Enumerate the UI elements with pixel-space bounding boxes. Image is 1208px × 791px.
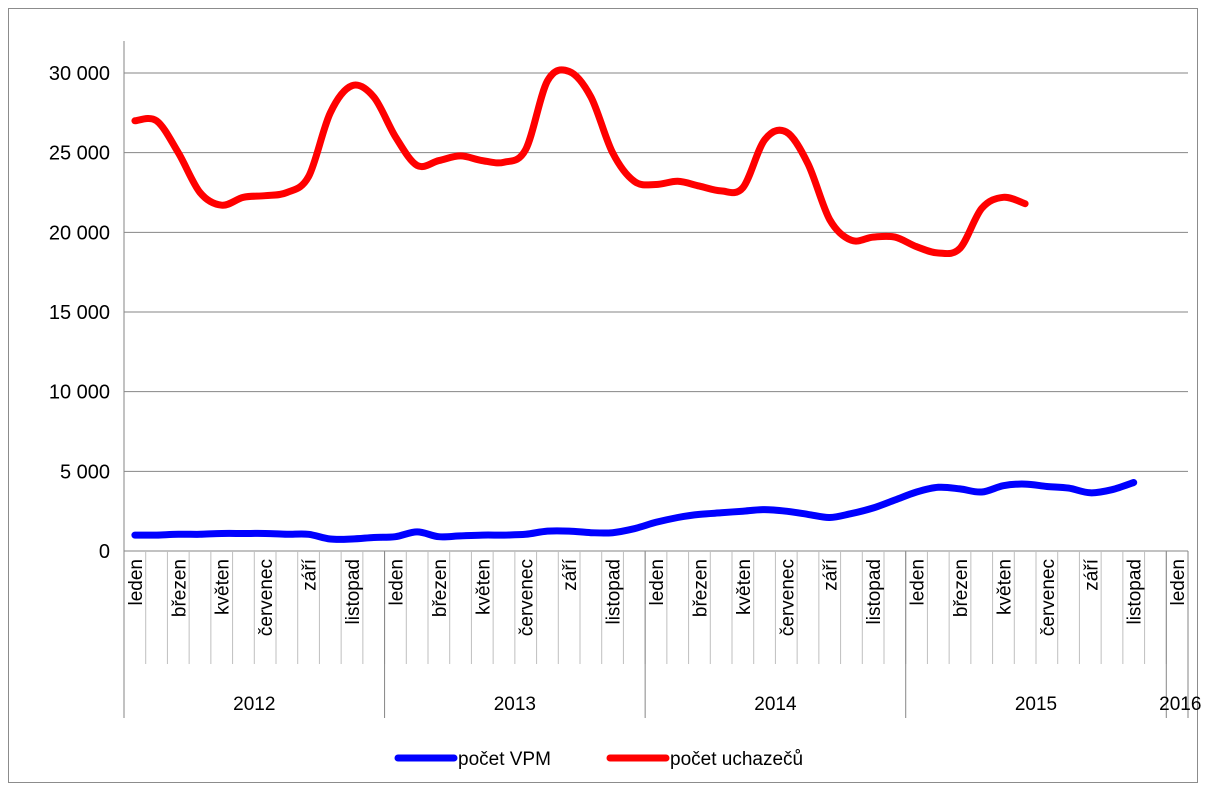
y-tick-label: 30 000 [49,63,110,85]
y-tick-label: 5 000 [60,461,110,483]
x-tick-label: červenec [517,559,538,636]
x-tick-label: leden [126,559,147,606]
series-lines [131,66,1138,543]
x-tick-label: březen [169,559,190,617]
x-tick-label: leden [647,559,668,606]
x-tick-label: červenec [777,559,798,636]
x-tick-label: březen [951,559,972,617]
x-tick-label: leden [908,559,929,606]
y-tick-label: 10 000 [49,382,110,404]
x-tick-label: květen [473,559,494,615]
x-tick-label: listopad [343,559,364,625]
year-label: 2012 [233,694,275,715]
y-tick-label: 25 000 [49,143,110,165]
x-tick-label: září [1081,558,1102,590]
x-tick-label: listopad [604,559,625,625]
x-tick-label: květen [994,559,1015,615]
legend-label: počet VPM [458,749,551,770]
x-tick-label: březen [430,559,451,617]
x-tick-label: červenec [1038,559,1059,636]
x-tick-label: květen [734,559,755,615]
x-tick-label: listopad [1125,559,1146,625]
x-tick-label: září [560,558,581,590]
year-label: 2014 [754,694,797,715]
y-tick-label: 15 000 [49,302,110,324]
x-tick-label: červenec [256,559,277,636]
x-tick-label: září [821,558,842,590]
year-label: 2015 [1015,694,1057,715]
series-line-uchazeci [131,66,1029,258]
year-label: 2016 [1159,694,1201,715]
x-axis: leden březen květen červenec září listopad led… [123,550,1201,718]
x-tick-label: listopad [864,559,885,625]
year-label: 2013 [494,694,536,715]
x-tick-label: leden [1168,559,1189,606]
y-tick-label: 0 [99,541,110,563]
series-line-vpm [131,479,1138,543]
y-axis: 0 5 000 10 000 15 000 20 000 25 000 30 000 [49,41,125,563]
x-tick-label: leden [386,559,407,606]
y-tick-label: 20 000 [49,222,110,244]
x-tick-label: květen [213,559,234,615]
legend: počet VPM počet uchazečů [394,749,803,770]
gridlines [124,72,1188,472]
x-tick-label: březen [690,559,711,617]
x-tick-label: září [300,558,321,590]
legend-label: počet uchazečů [670,749,803,770]
